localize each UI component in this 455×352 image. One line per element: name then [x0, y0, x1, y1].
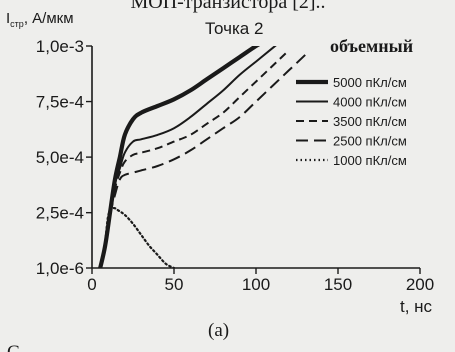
x-tick-label: 200 — [406, 275, 434, 294]
y-axis-label-subscript: стр — [10, 19, 24, 29]
y-axis-ticks: 1,0e-6 2,5e-4 5,0e-4 7,5e-4 1,0e-3 — [36, 37, 92, 278]
y-tick-label: 1,0e-3 — [36, 37, 84, 56]
legend: 5000 пКл/см 4000 пКл/см 3500 пКл/см 2500 пК… — [296, 75, 407, 168]
chart-title: Точка 2 — [205, 19, 263, 38]
x-tick-label: 150 — [324, 275, 352, 294]
clipped-caption-top: МОП-транзистора [2].. — [130, 0, 325, 13]
series-line-5 — [99, 206, 176, 268]
plot-series — [98, 46, 306, 268]
y-tick-label: 7,5e-4 — [36, 93, 84, 112]
series-line-3 — [99, 49, 290, 268]
y-tick-label: 1,0e-6 — [36, 259, 84, 278]
series-line-4 — [99, 54, 306, 268]
x-tick-label: 0 — [87, 275, 96, 294]
y-tick-label: 2,5e-4 — [36, 204, 84, 223]
y-axis-label-unit: , А/мкм — [24, 10, 74, 27]
legend-label: 2500 пКл/см — [333, 134, 407, 149]
y-tick-label: 5,0e-4 — [36, 148, 84, 167]
x-axis-ticks: 0 50 100 150 200 — [87, 268, 434, 294]
panel-label: (а) — [208, 320, 229, 341]
legend-label: 1000 пКл/см — [333, 153, 407, 168]
series-line-2 — [99, 46, 277, 268]
y-axis-label-symbol: I — [6, 10, 10, 27]
x-tick-label: 100 — [242, 275, 270, 294]
corner-label: объемный — [330, 36, 413, 56]
x-tick-label: 50 — [165, 275, 184, 294]
legend-label: 4000 пКл/см — [333, 95, 407, 110]
clipped-caption-bottom: 4. С — [0, 342, 20, 352]
y-axis-label: Iстр, А/мкм — [6, 10, 74, 29]
x-axis-label: t, нс — [400, 297, 433, 316]
legend-label: 3500 пКл/см — [333, 114, 407, 129]
legend-label: 5000 пКл/см — [333, 75, 407, 90]
